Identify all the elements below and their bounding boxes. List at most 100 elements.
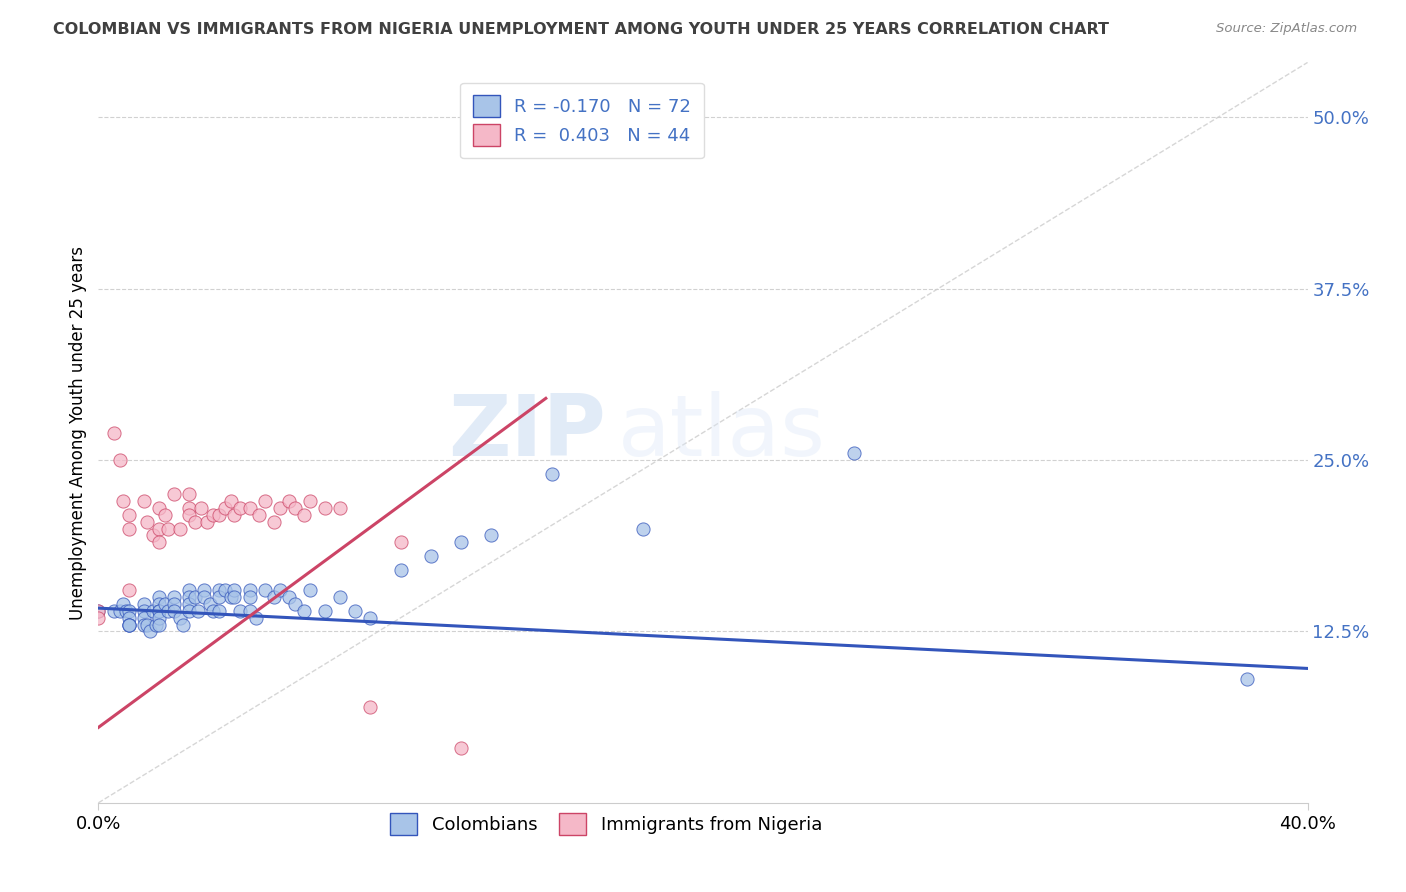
Point: [245, 610, 267, 624]
Point: [420, 549, 443, 563]
Point: [208, 583, 231, 598]
Point: [163, 590, 186, 604]
Point: [224, 583, 246, 598]
Point: [132, 494, 155, 508]
Point: [153, 597, 176, 611]
Point: [108, 453, 131, 467]
Point: [142, 604, 165, 618]
Point: [221, 590, 243, 604]
Point: [103, 425, 125, 440]
Point: [169, 610, 191, 624]
Point: [148, 597, 170, 611]
Point: [142, 528, 165, 542]
Point: [118, 610, 141, 624]
Point: [208, 604, 231, 618]
Point: [329, 590, 352, 604]
Point: [172, 617, 194, 632]
Point: [284, 597, 307, 611]
Point: [229, 604, 252, 618]
Point: [1236, 673, 1258, 687]
Point: [224, 590, 246, 604]
Point: [132, 604, 155, 618]
Point: [87, 604, 110, 618]
Point: [247, 508, 270, 522]
Point: [179, 501, 201, 516]
Point: [148, 617, 170, 632]
Y-axis label: Unemployment Among Youth under 25 years: Unemployment Among Youth under 25 years: [69, 245, 87, 620]
Point: [163, 604, 186, 618]
Point: [114, 604, 136, 618]
Point: [184, 590, 207, 604]
Point: [179, 604, 201, 618]
Text: COLOMBIAN VS IMMIGRANTS FROM NIGERIA UNEMPLOYMENT AMONG YOUTH UNDER 25 YEARS COR: COLOMBIAN VS IMMIGRANTS FROM NIGERIA UNE…: [53, 22, 1109, 37]
Point: [118, 617, 141, 632]
Point: [135, 515, 157, 529]
Point: [179, 487, 201, 501]
Point: [314, 501, 336, 516]
Point: [153, 508, 176, 522]
Point: [239, 590, 262, 604]
Point: [329, 501, 352, 516]
Point: [299, 583, 322, 598]
Legend: Colombians, Immigrants from Nigeria: Colombians, Immigrants from Nigeria: [380, 802, 832, 846]
Point: [389, 535, 412, 549]
Point: [239, 583, 262, 598]
Point: [208, 508, 231, 522]
Point: [103, 604, 125, 618]
Point: [163, 487, 186, 501]
Point: [148, 610, 170, 624]
Point: [299, 494, 322, 508]
Point: [118, 508, 141, 522]
Point: [132, 597, 155, 611]
Point: [148, 535, 170, 549]
Point: [184, 515, 207, 529]
Point: [179, 583, 201, 598]
Point: [148, 590, 170, 604]
Point: [360, 699, 382, 714]
Text: atlas: atlas: [619, 391, 827, 475]
Point: [450, 535, 472, 549]
Point: [631, 522, 654, 536]
Point: [118, 522, 141, 536]
Point: [156, 604, 179, 618]
Point: [148, 501, 170, 516]
Point: [118, 617, 141, 632]
Point: [229, 501, 252, 516]
Text: Source: ZipAtlas.com: Source: ZipAtlas.com: [1216, 22, 1357, 36]
Point: [214, 501, 236, 516]
Point: [118, 583, 141, 598]
Point: [179, 597, 201, 611]
Point: [148, 604, 170, 618]
Point: [292, 508, 315, 522]
Point: [179, 508, 201, 522]
Point: [145, 617, 167, 632]
Point: [193, 590, 215, 604]
Point: [269, 583, 291, 598]
Point: [87, 610, 110, 624]
Point: [87, 604, 110, 618]
Point: [253, 494, 276, 508]
Point: [221, 494, 243, 508]
Point: [135, 617, 157, 632]
Point: [389, 563, 412, 577]
Point: [314, 604, 336, 618]
Point: [200, 597, 222, 611]
Point: [148, 522, 170, 536]
Point: [139, 624, 162, 639]
Point: [163, 597, 186, 611]
Point: [263, 515, 285, 529]
Point: [277, 494, 299, 508]
Point: [253, 583, 276, 598]
Point: [202, 604, 225, 618]
Point: [190, 501, 212, 516]
Point: [195, 515, 218, 529]
Point: [111, 494, 134, 508]
Point: [108, 604, 131, 618]
Point: [224, 508, 246, 522]
Point: [214, 583, 236, 598]
Point: [269, 501, 291, 516]
Point: [132, 610, 155, 624]
Point: [239, 501, 262, 516]
Text: ZIP: ZIP: [449, 391, 606, 475]
Point: [111, 597, 134, 611]
